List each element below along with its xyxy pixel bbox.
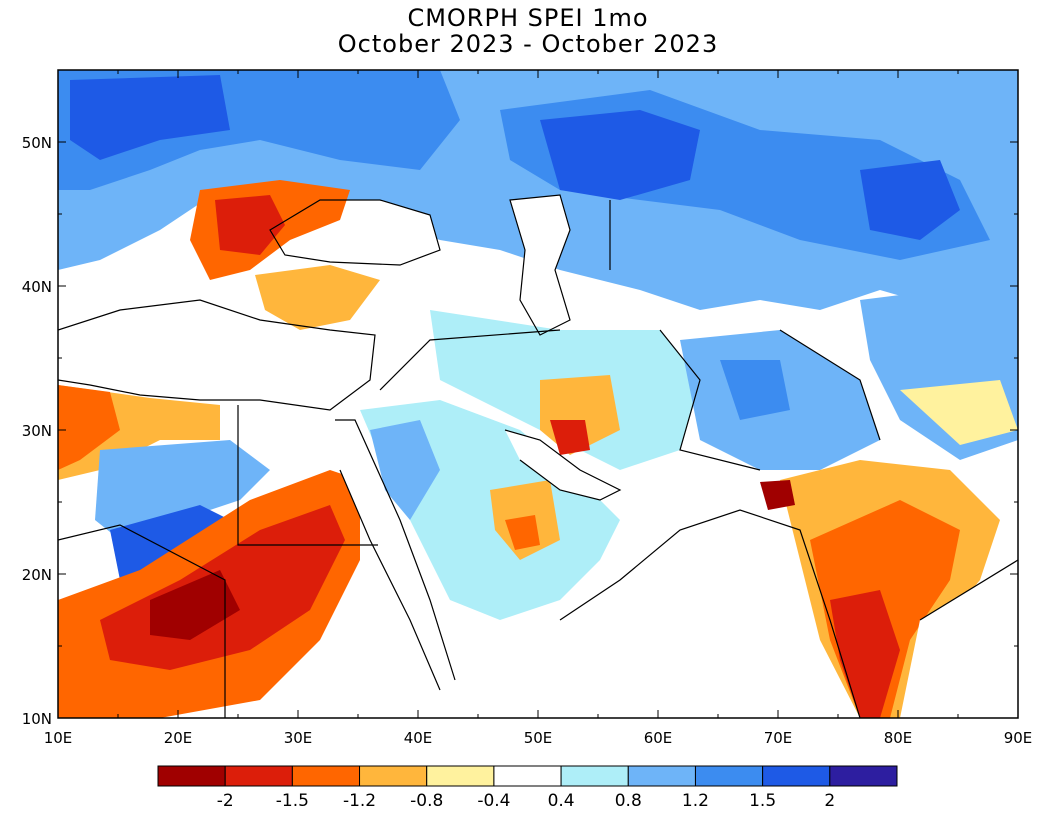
colorbar-labels: -2 -1.5 -1.2 -0.8 -0.4 0.4 0.8 1.2 1.5 2 [217, 791, 836, 811]
y-tick-label: 50N [22, 134, 52, 152]
turkey-dry-region [255, 265, 380, 330]
x-tick-label: 60E [644, 729, 673, 747]
balkans-severe-dry-region [215, 195, 285, 255]
map-title: CMORPH SPEI 1mo [407, 4, 649, 32]
arabia-severe-dry-patch [505, 515, 540, 550]
axis-tick-labels: 10E 20E 30E 40E 50E 60E 70E 80E 90E 10N 20N 30N 40N 5… [22, 134, 1033, 747]
coastlines [58, 194, 1018, 718]
y-tick-label: 20N [22, 566, 52, 584]
colorbar-label: 1.2 [682, 791, 709, 811]
colorbar-swatch [560, 765, 629, 787]
sahel-extreme-dry-region [150, 570, 240, 640]
colorbar-swatch [224, 765, 293, 787]
bay-of-bengal [900, 560, 1018, 718]
colorbar-swatch [694, 765, 764, 787]
sahara-deep-wet-region [110, 505, 230, 580]
colorbar-label: -0.4 [477, 791, 510, 811]
y-tick-label: 10N [22, 710, 52, 728]
colorbar-swatch [157, 765, 226, 787]
colorbar-label: -2 [217, 791, 234, 811]
arabian-sea [470, 510, 860, 718]
persian-gulf [505, 430, 620, 500]
colorbar-swatch [426, 765, 495, 787]
colorbar-label: -1.5 [276, 791, 309, 811]
libya-dry-region [58, 385, 120, 470]
afghan-deep-wet-region [720, 360, 790, 420]
caspian-sea [510, 195, 570, 335]
x-tick-label: 10E [44, 729, 73, 747]
map-field [58, 70, 1018, 718]
deep-blue-altai-region [860, 160, 960, 240]
colorbar [157, 765, 898, 787]
iran-severe-dry-region [550, 420, 590, 455]
colorbar-swatch [493, 765, 562, 787]
deep-blue-north-region [70, 75, 230, 160]
india-extreme-dry-region [830, 590, 900, 718]
arabia-blue-patch [370, 420, 440, 520]
map-subtitle: October 2023 - October 2023 [337, 30, 719, 58]
colorbar-label: 2 [824, 791, 835, 811]
deep-blue-volga-region [540, 110, 700, 200]
x-tick-label: 30E [284, 729, 313, 747]
colorbar-label: 1.5 [749, 791, 776, 811]
colorbar-swatch [829, 765, 898, 787]
colorbar-swatch [762, 765, 831, 787]
x-tick-label: 50E [524, 729, 553, 747]
colorbar-swatch [359, 765, 428, 787]
x-tick-label: 40E [404, 729, 433, 747]
colorbar-label: 0.4 [548, 791, 575, 811]
x-tick-label: 70E [764, 729, 793, 747]
red-sea [335, 420, 455, 690]
y-tick-label: 40N [22, 278, 52, 296]
colorbar-label: 0.8 [615, 791, 642, 811]
tibet-dry-patch [900, 380, 1018, 445]
gujarat-extreme-dry-patch [760, 480, 795, 510]
x-tick-label: 80E [884, 729, 913, 747]
sahara-wet-region [95, 440, 270, 540]
x-tick-label: 20E [164, 729, 193, 747]
x-tick-label: 90E [1004, 729, 1033, 747]
axis-ticks [57, 69, 1019, 719]
y-tick-label: 30N [22, 422, 52, 440]
colorbar-swatch [291, 765, 361, 787]
colorbar-label: -0.8 [410, 791, 443, 811]
colorbar-swatch [627, 765, 696, 787]
colorbar-label: -1.2 [343, 791, 376, 811]
